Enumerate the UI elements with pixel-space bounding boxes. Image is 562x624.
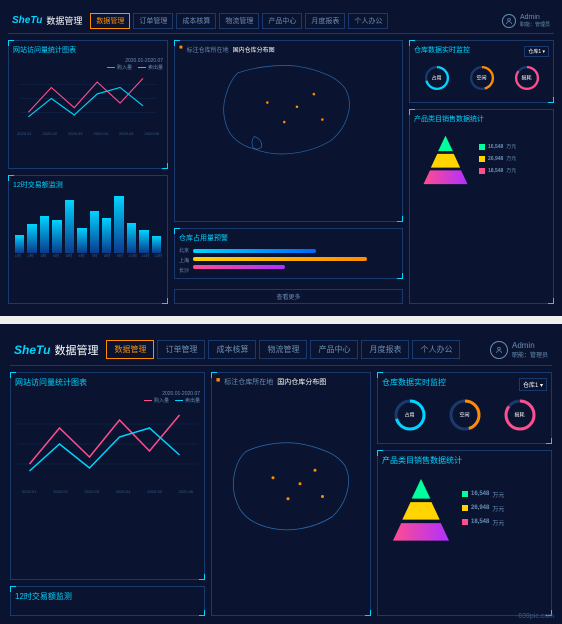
monitor-panel: 仓库数据实时监控 仓库1 ▾ 占用 空闲 损耗	[377, 372, 552, 444]
nav-tabs: 数据管理 订单管理 成本核算 物流管理 产品中心 月度报表 个人办公	[90, 13, 502, 29]
traffic-panel: 网站访问量统计图表 2020.01-2020.07 购入量卖出量 2020.01…	[10, 372, 205, 580]
ring-2: 空闲	[468, 64, 496, 92]
avatar-icon	[502, 14, 516, 28]
user-name: Admin	[520, 14, 550, 21]
china-map	[216, 389, 366, 589]
trade-panel: 12时交易额监测	[10, 586, 205, 616]
ring-3: 损耗	[502, 397, 538, 433]
map-title: 国内仓库分布图	[277, 377, 326, 387]
tab-data[interactable]: 数据管理	[106, 340, 154, 359]
map-title: 国内仓库分布图	[233, 45, 275, 54]
tab-logistics[interactable]: 物流管理	[259, 340, 307, 359]
logo-sub: 数据管理	[46, 14, 82, 27]
sales-panel: 产品类目销售数据统计 16,548万元 26,948万元 18,548万元	[409, 109, 554, 304]
header: SheTu 数据管理 数据管理 订单管理 成本核算 物流管理 产品中心 月度报表…	[8, 8, 554, 34]
nav-tabs: 数据管理 订单管理 成本核算 物流管理 产品中心 月度报表 个人办公	[106, 340, 490, 359]
tab-logistics[interactable]: 物流管理	[219, 13, 259, 29]
legend-1: 购入量	[107, 64, 132, 71]
watermark: 699pic.com	[518, 613, 554, 620]
trade-panel: 12时交易额监测 1时2时3时4时5时6时7时8时9时10时11时12时	[8, 175, 168, 304]
usage-title: 仓库占用量预警	[179, 233, 398, 243]
sales-panel: 产品类目销售数据统计 16,548万元 26,948万元 18,548万元	[377, 450, 552, 616]
ring-2: 空闲	[447, 397, 483, 433]
map-label: 标注仓库所在地	[224, 377, 273, 387]
warehouse-select[interactable]: 仓库1 ▾	[524, 46, 549, 57]
user-name: Admin	[512, 341, 548, 350]
logo: SheTu	[14, 343, 50, 357]
trade-title: 12时交易额监测	[15, 591, 200, 602]
map-panel: ■标注仓库所在地国内仓库分布图	[174, 40, 403, 222]
avatar-icon	[490, 341, 508, 359]
logo: SheTu	[12, 15, 42, 26]
china-map	[179, 56, 398, 166]
tab-orders[interactable]: 订单管理	[157, 340, 205, 359]
tab-product[interactable]: 产品中心	[310, 340, 358, 359]
monitor-panel: 仓库数据实时监控 仓库1 ▾ 占用 空闲 损耗	[409, 40, 554, 103]
pyramid-chart	[386, 473, 456, 543]
x-axis: 2020.012020.022020.032020.042020.052020.…	[13, 131, 163, 136]
tab-report[interactable]: 月度报表	[305, 13, 345, 29]
line-chart	[13, 71, 163, 126]
ring-3: 损耗	[513, 64, 541, 92]
usage-bar-3	[193, 265, 285, 269]
traffic-panel: 网站访问量统计图表 2020.01-2020.07 购入量卖出量 2020.01…	[8, 40, 168, 169]
user-block[interactable]: Admin 职能：管理员	[502, 14, 550, 28]
more-button[interactable]: 查看更多	[174, 289, 403, 304]
tab-cost[interactable]: 成本核算	[176, 13, 216, 29]
user-role: 职能：管理员	[512, 350, 548, 359]
ring-1: 占用	[423, 64, 451, 92]
sales-title: 产品类目销售数据统计	[382, 455, 547, 466]
map-label: 标注仓库所在地	[187, 45, 229, 54]
sales-title: 产品类目销售数据统计	[414, 114, 549, 124]
user-role: 职能：管理员	[520, 21, 550, 28]
usage-panel: 仓库占用量预警 北京上海长沙	[174, 228, 403, 279]
tab-cost[interactable]: 成本核算	[208, 340, 256, 359]
bar-chart	[13, 193, 163, 253]
tab-report[interactable]: 月度报表	[361, 340, 409, 359]
traffic-title: 网站访问量统计图表	[13, 45, 163, 55]
traffic-title: 网站访问量统计图表	[15, 377, 200, 388]
line-chart	[15, 404, 200, 484]
usage-bar-1	[193, 249, 316, 253]
legend-2: 卖出量	[138, 64, 163, 71]
dashboard-top: SheTu 数据管理 数据管理 订单管理 成本核算 物流管理 产品中心 月度报表…	[0, 0, 562, 316]
tab-product[interactable]: 产品中心	[262, 13, 302, 29]
dashboard-bottom: SheTu 数据管理 数据管理 订单管理 成本核算 物流管理 产品中心 月度报表…	[0, 324, 562, 624]
tab-data[interactable]: 数据管理	[90, 13, 130, 29]
usage-bar-2	[193, 257, 367, 261]
tab-personal[interactable]: 个人办公	[412, 340, 460, 359]
monitor-title: 仓库数据实时监控	[382, 377, 446, 388]
pyramid-chart	[418, 131, 473, 186]
ring-1: 占用	[392, 397, 428, 433]
legend-1: 购入量	[144, 397, 169, 404]
warehouse-select[interactable]: 仓库1 ▾	[519, 378, 547, 391]
tab-orders[interactable]: 订单管理	[133, 13, 173, 29]
map-panel: ■标注仓库所在地国内仓库分布图	[211, 372, 371, 616]
logo-sub: 数据管理	[54, 342, 98, 358]
legend-2: 卖出量	[175, 397, 200, 404]
trade-title: 12时交易额监测	[13, 180, 163, 190]
monitor-title: 仓库数据实时监控	[414, 45, 470, 55]
header: SheTu 数据管理 数据管理 订单管理 成本核算 物流管理 产品中心 月度报表…	[10, 334, 552, 366]
user-block[interactable]: Admin 职能：管理员	[490, 341, 548, 359]
tab-personal[interactable]: 个人办公	[348, 13, 388, 29]
